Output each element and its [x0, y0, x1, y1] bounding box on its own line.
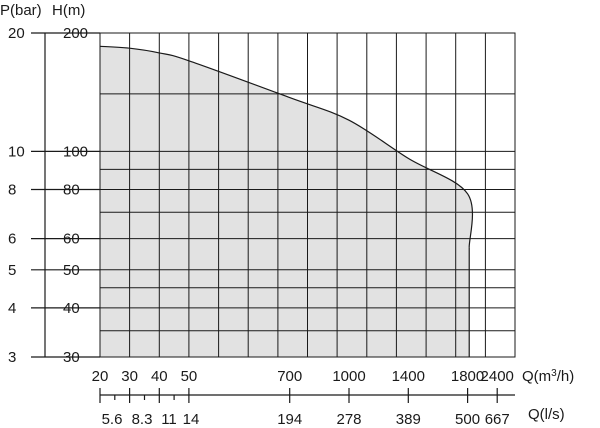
q-m3h-tick-label: 50	[181, 368, 198, 385]
q-m3h-tick-label: 700	[277, 368, 302, 385]
q-ls-tick-label: 278	[336, 411, 361, 428]
performance-curve	[99, 45, 474, 248]
q-ls-tick-label: 14	[183, 411, 200, 428]
p-tick-label: 4	[8, 300, 16, 317]
p-tick-label: 5	[8, 262, 16, 279]
h-axis-label: H(m)	[52, 2, 85, 19]
h-tick-label: 30	[63, 349, 80, 366]
p-tick-label: 10	[8, 143, 25, 160]
h-tick-label: 60	[63, 231, 80, 248]
p-tick-label: 8	[8, 181, 16, 198]
h-tick-label: 100	[63, 143, 88, 160]
h-tick-label: 40	[63, 300, 80, 317]
p-tick-label: 3	[8, 349, 16, 366]
q-m3h-tick-label: 1000	[332, 368, 365, 385]
labels: 200 20 100 10 80 8 60 6 50 5 40 4 30 3 P(bar) H(m) 20 30 4…	[0, 2, 574, 428]
q-m3h-axis-label: Q(m3/h)	[522, 368, 574, 386]
q-ls-tick-label: 11	[161, 411, 177, 428]
axes	[31, 32, 515, 403]
q-m3h-tick-label: 40	[151, 368, 168, 385]
q-ls-tick-label: 389	[396, 411, 421, 428]
q-m3h-tick-label: 20	[92, 368, 109, 385]
q-ls-tick-label: 194	[277, 411, 302, 428]
q-ls-tick-label: 8.3	[132, 411, 153, 428]
q-ls-tick-label: 5.6	[102, 411, 123, 428]
h-tick-label: 80	[63, 181, 80, 198]
grid	[99, 32, 516, 358]
h-tick-label: 200	[63, 25, 88, 42]
curve-layer	[99, 45, 474, 357]
h-tick-label: 50	[63, 262, 80, 279]
q-m3h-tick-label: 30	[121, 368, 138, 385]
q-m3h-tick-label: 1800	[451, 368, 484, 385]
performance-area	[100, 46, 473, 358]
q-ls-axis-label: Q(l/s)	[528, 406, 565, 423]
q-m3h-tick-label: 1400	[392, 368, 425, 385]
performance-area-layer	[100, 46, 473, 358]
q-ls-tick-label: 667	[485, 411, 510, 428]
p-axis-label: P(bar)	[0, 2, 42, 19]
q-m3h-tick-label: 2400	[481, 368, 514, 385]
p-tick-label: 6	[8, 231, 16, 248]
plot-frame	[99, 32, 516, 358]
p-tick-label: 20	[8, 25, 25, 42]
q-ls-tick-label: 500	[455, 411, 480, 428]
